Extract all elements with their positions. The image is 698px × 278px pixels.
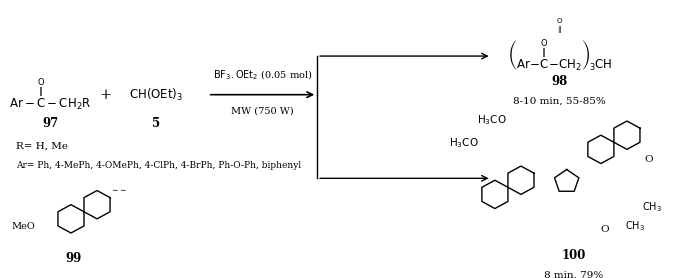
Text: $\rm BF_3.OEt_2$ (0.05 mol): $\rm BF_3.OEt_2$ (0.05 mol) (213, 69, 312, 82)
Text: $\rm CH(OEt)_3$: $\rm CH(OEt)_3$ (129, 87, 184, 103)
Text: $\rm \left(Ar\!-\!\overset{O}{\overset{\|}{C}}\!-\!CH_2\right)_{\!3}CH$: $\rm \left(Ar\!-\!\overset{O}{\overset{\… (507, 38, 613, 74)
Text: $\rm CH_3$: $\rm CH_3$ (642, 200, 662, 214)
Text: O: O (600, 225, 609, 234)
Text: $\rm Ar-\overset{O}{\overset{\|}{C}}-CH_2R$: $\rm Ar-\overset{O}{\overset{\|}{C}}-CH_… (9, 76, 91, 113)
Text: $\rm H_3CO$: $\rm H_3CO$ (450, 136, 479, 150)
Text: 99: 99 (65, 252, 81, 265)
Text: 5: 5 (152, 117, 161, 130)
Text: MeO: MeO (11, 222, 35, 231)
Text: 100: 100 (561, 249, 586, 262)
Text: $\sim\!\sim$: $\sim\!\sim$ (110, 185, 128, 194)
Text: $\rm H_3CO$: $\rm H_3CO$ (477, 113, 506, 127)
Text: 98: 98 (551, 75, 568, 88)
Text: O: O (644, 155, 653, 163)
Text: $\rm \overset{O}{\overset{\|}{}}$: $\rm \overset{O}{\overset{\|}{}}$ (556, 19, 563, 36)
Text: +: + (99, 88, 111, 102)
Text: 8 min, 79%: 8 min, 79% (544, 270, 603, 278)
Text: Ar= Ph, 4-MePh, 4-OMePh, 4-ClPh, 4-BrPh, Ph-O-Ph, biphenyl: Ar= Ph, 4-MePh, 4-OMePh, 4-ClPh, 4-BrPh,… (16, 161, 302, 170)
Text: MW (750 W): MW (750 W) (231, 106, 294, 115)
Text: $\rm CH_3$: $\rm CH_3$ (625, 220, 645, 234)
Text: R= H, Me: R= H, Me (16, 142, 68, 151)
Text: 97: 97 (43, 117, 59, 130)
Text: 8-10 min, 55-85%: 8-10 min, 55-85% (514, 97, 607, 106)
